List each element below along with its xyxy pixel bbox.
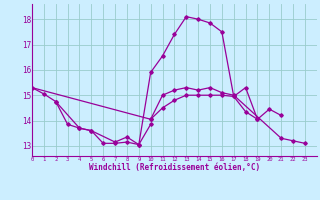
X-axis label: Windchill (Refroidissement éolien,°C): Windchill (Refroidissement éolien,°C) bbox=[89, 163, 260, 172]
